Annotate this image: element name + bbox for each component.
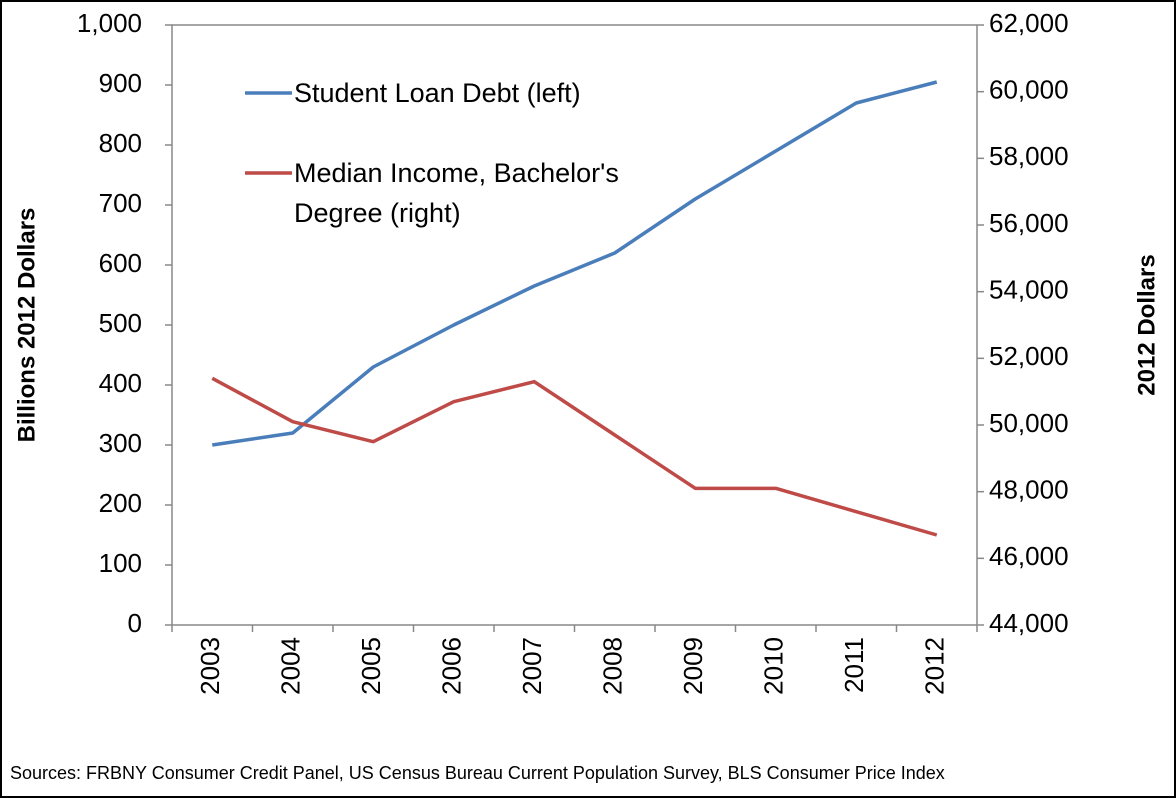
y2-tick-label: 54,000 — [989, 275, 1069, 305]
y-tick-label: 500 — [99, 308, 142, 338]
y-tick-label: 1,000 — [77, 8, 142, 38]
series-line — [211, 80, 938, 447]
y2-tick-label: 58,000 — [989, 141, 1069, 171]
y-tick-label: 0 — [128, 608, 142, 638]
y2-tick-label: 50,000 — [989, 408, 1069, 438]
y-tick-label: 600 — [99, 248, 142, 278]
y-tick-label: 700 — [99, 188, 142, 218]
series-line — [211, 376, 938, 537]
y-tick-label: 800 — [99, 128, 142, 158]
x-tick-label: 2005 — [356, 637, 386, 695]
plot-area — [171, 24, 978, 626]
legend-label: Median Income, Bachelor's Degree (right) — [294, 158, 619, 228]
y2-axis-title: 2012 Dollars — [1133, 254, 1160, 395]
x-tick-label: 2006 — [437, 637, 467, 695]
x-tick-label: 2007 — [517, 637, 547, 695]
x-tick-label: 2009 — [678, 637, 708, 695]
y2-tick-label: 44,000 — [989, 608, 1069, 638]
y-tick-label: 100 — [99, 548, 142, 578]
x-tick-label: 2010 — [759, 637, 789, 695]
y2-tick-label: 56,000 — [989, 208, 1069, 238]
y2-tick-label: 46,000 — [989, 541, 1069, 571]
y2-tick-label: 52,000 — [989, 341, 1069, 371]
x-tick-label: 2008 — [598, 637, 628, 695]
x-tick-label: 2004 — [276, 637, 306, 695]
y-axis-title: Billions 2012 Dollars — [13, 208, 40, 443]
y2-tick-label: 60,000 — [989, 75, 1069, 105]
y2-tick-label: 62,000 — [989, 8, 1069, 38]
legend-label: Student Loan Debt (left) — [294, 78, 581, 108]
source-note: Sources: FRBNY Consumer Credit Panel, US… — [10, 763, 945, 783]
y-tick-label: 200 — [99, 488, 142, 518]
y-tick-label: 400 — [99, 368, 142, 398]
y-tick-label: 300 — [99, 428, 142, 458]
y-tick-label: 900 — [99, 68, 142, 98]
x-tick-label: 2012 — [920, 637, 950, 695]
x-tick-label: 2003 — [195, 637, 225, 695]
y2-tick-label: 48,000 — [989, 475, 1069, 505]
x-tick-label: 2011 — [839, 637, 869, 693]
